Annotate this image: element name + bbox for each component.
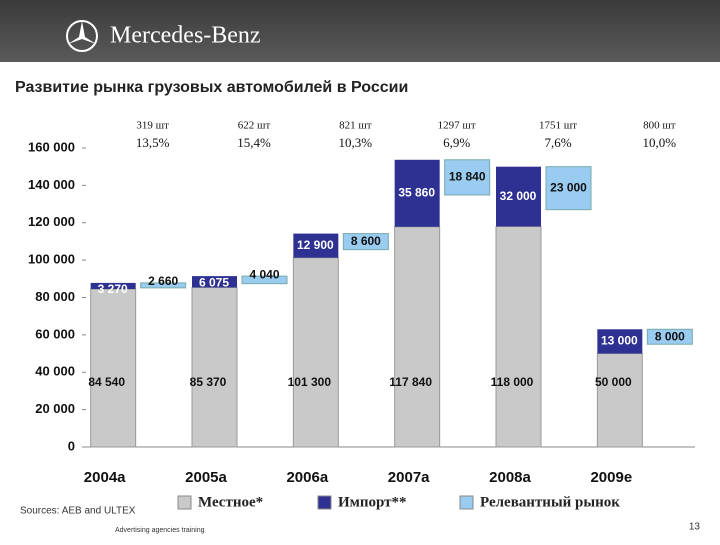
- legend-label: Релевантный рынок: [480, 494, 620, 510]
- y-tick-label: 140 000: [28, 177, 75, 192]
- x-tick-label: 2007a: [388, 469, 430, 486]
- bar-local: [394, 226, 441, 448]
- label-relevant: 8 000: [655, 329, 685, 343]
- bar-import: [293, 233, 339, 258]
- bar-relevant: [140, 282, 187, 289]
- x-tick-label: 2009e: [590, 469, 632, 486]
- label-local: 117 840: [389, 375, 432, 389]
- header-bar: [0, 0, 720, 62]
- legend-label: Местное*: [198, 494, 263, 510]
- x-tick-label: 2006a: [286, 469, 328, 486]
- bar-relevant: [646, 328, 693, 345]
- bar-relevant: [545, 166, 592, 211]
- chart-title: Развитие рынка грузовых автомобилей в Ро…: [15, 79, 408, 96]
- x-tick-label: 2004a: [84, 469, 126, 486]
- y-tick-label: 60 000: [35, 326, 75, 341]
- brand: Mercedes-Benz: [110, 23, 261, 49]
- annotation-share: 10,3%: [339, 135, 373, 150]
- y-tick-label: 120 000: [28, 214, 75, 229]
- bar-local: [90, 288, 137, 448]
- annotation-share: 6,9%: [443, 135, 470, 150]
- bar-relevant: [342, 233, 389, 251]
- bar-import: [192, 276, 237, 288]
- bar-import: [597, 329, 643, 354]
- annotation-share: 7,6%: [544, 135, 571, 150]
- annotation-count: 800 шт: [643, 120, 676, 132]
- y-tick-label: 80 000: [35, 289, 75, 304]
- label-local: 85 370: [190, 375, 227, 389]
- y-tick-label: 40 000: [35, 364, 75, 379]
- y-tick-label: 0: [68, 438, 75, 453]
- bar-relevant: [444, 159, 491, 196]
- bar-import: [394, 159, 440, 227]
- label-local: 118 000: [491, 375, 534, 389]
- legend-swatch: [317, 495, 332, 510]
- bar-local: [191, 286, 238, 448]
- label-relevant: 2 660: [148, 274, 178, 288]
- label-import: 13 000: [601, 334, 638, 348]
- bar-relevant: [241, 275, 288, 285]
- bar-local: [596, 353, 643, 448]
- label-import: 35 860: [398, 185, 435, 199]
- annotation-share: 15,4%: [237, 135, 271, 150]
- legend-swatch: [177, 495, 192, 510]
- logo: [66, 20, 98, 52]
- page-number: 13: [689, 522, 701, 533]
- bar-import: [496, 166, 541, 227]
- label-import: 12 900: [297, 238, 334, 252]
- x-tick-label: 2005a: [185, 469, 227, 486]
- label-import: 3 270: [98, 282, 128, 296]
- label-relevant: 4 040: [249, 267, 279, 281]
- footer-note: Advertising agencies training: [115, 527, 205, 534]
- label-relevant: 18 840: [449, 170, 486, 184]
- annotation-count: 1297 шт: [438, 120, 476, 132]
- x-tick-label: 2008a: [489, 469, 531, 486]
- annotation-share: 13,5%: [136, 135, 170, 150]
- annotation-share: 10,0%: [643, 135, 677, 150]
- annotation-count: 622 шт: [238, 120, 271, 132]
- label-relevant: 23 000: [550, 180, 587, 194]
- bar-import: [90, 282, 136, 290]
- label-import: 32 000: [500, 189, 537, 203]
- annotation-count: 1751 шт: [539, 120, 577, 132]
- legend-label: Импорт**: [338, 494, 407, 510]
- label-local: 84 540: [88, 375, 125, 389]
- y-tick-label: 100 000: [28, 252, 75, 267]
- bar-local: [495, 225, 542, 448]
- annotation-count: 821 шт: [339, 120, 372, 132]
- label-local: 101 300: [288, 375, 332, 389]
- label-local: 50 000: [595, 375, 632, 389]
- label-relevant: 8 600: [351, 234, 381, 248]
- y-tick-label: 20 000: [35, 401, 75, 416]
- label-import: 6 075: [199, 275, 229, 289]
- bar-local: [292, 257, 339, 448]
- source: Sources: AEB and ULTEX: [20, 506, 136, 517]
- y-tick-label: 160 000: [28, 139, 75, 154]
- annotation-count: 319 шт: [136, 120, 169, 132]
- legend-swatch: [459, 495, 474, 510]
